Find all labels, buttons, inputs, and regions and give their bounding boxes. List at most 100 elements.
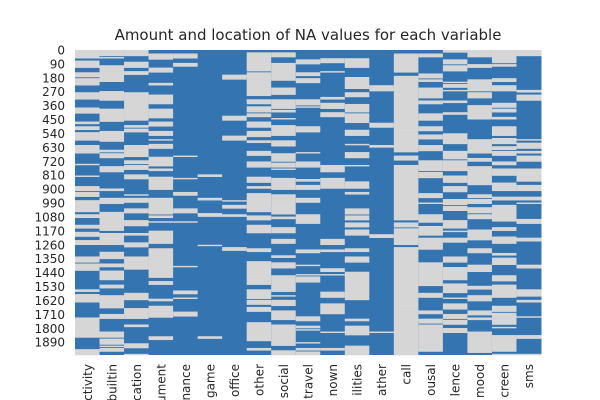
- x-tick-label: travel: [302, 364, 316, 399]
- column-9-present-run: [295, 279, 321, 283]
- column-15-present-run: [442, 133, 468, 140]
- column-14-present-run: [418, 282, 444, 287]
- column-0-present-run: [75, 81, 101, 84]
- column-8-present-run: [271, 330, 297, 337]
- column-13-present-run: [393, 177, 419, 180]
- column-0-present-run: [75, 134, 101, 141]
- column-16-present-run: [467, 142, 493, 146]
- column-13-present-run: [393, 263, 419, 267]
- column-17-present-run: [491, 284, 517, 291]
- column-7-present-run: [246, 333, 272, 341]
- column-15-present-run: [442, 275, 468, 281]
- column-17-present-run: [491, 236, 517, 243]
- column-3-present-run: [148, 183, 174, 190]
- column-11-present-run: [344, 291, 370, 295]
- column-17-present-run: [491, 335, 517, 342]
- column-16-present-run: [467, 331, 493, 336]
- column-7-present-run: [246, 193, 272, 200]
- column-0-present-run: [75, 150, 101, 154]
- column-1-present-run: [99, 153, 125, 159]
- column-13-present-run: [393, 285, 419, 291]
- column-4-present-run: [173, 191, 199, 196]
- column-1-present-run: [99, 303, 125, 309]
- column-16-present-run: [467, 105, 493, 108]
- column-1-present-run: [99, 130, 125, 138]
- x-tick-label: game: [203, 364, 217, 398]
- column-14-present-run: [418, 265, 444, 268]
- column-13-present-run: [393, 149, 419, 153]
- column-1-present-run: [99, 166, 125, 173]
- y-tick-label: 1890: [34, 336, 65, 350]
- column-3-present-run: [148, 259, 174, 263]
- column-4-present-run: [173, 53, 199, 59]
- column-0-present-run: [75, 257, 101, 263]
- column-13-present-run: [393, 155, 419, 161]
- column-2-present-run: [124, 71, 150, 75]
- column-3-present-run: [148, 99, 174, 101]
- column-3-present-run: [148, 305, 174, 312]
- column-7-present-run: [246, 186, 272, 189]
- column-1-present-run: [99, 71, 125, 78]
- column-13-present-run: [393, 271, 419, 277]
- column-13-present-run: [393, 255, 419, 262]
- column-13-present-run: [393, 75, 419, 81]
- column-7-present-run: [246, 218, 272, 221]
- column-1-present-run: [99, 240, 125, 246]
- column-8-present-run: [271, 196, 297, 201]
- column-13-present-run: [393, 168, 419, 170]
- column-2-present-run: [124, 258, 150, 261]
- column-9-present-run: [295, 197, 321, 203]
- column-0-present-run: [75, 121, 101, 125]
- column-15-present-run: [442, 206, 468, 212]
- column-17-present-run: [491, 85, 517, 92]
- column-11-present-run: [344, 285, 370, 292]
- column-3-present-run: [148, 242, 174, 244]
- column-2-present-run: [124, 220, 150, 227]
- column-2-present-run: [124, 168, 150, 170]
- column-8-present-run: [271, 68, 297, 74]
- column-15-present-run: [442, 112, 468, 115]
- column-15-present-run: [442, 288, 468, 294]
- column-2-present-run: [124, 297, 150, 301]
- column-14-present-run: [418, 79, 444, 82]
- column-0-present-run: [75, 186, 101, 192]
- column-3-present-run: [148, 204, 174, 212]
- x-tick-label: ument: [154, 364, 168, 400]
- column-17-present-run: [491, 252, 517, 256]
- column-15-present-run: [442, 328, 468, 334]
- column-10-present-run: [320, 347, 346, 351]
- x-tick-label: builtin: [105, 364, 119, 400]
- column-3-present-run: [148, 132, 174, 136]
- y-tick-label: 810: [42, 169, 65, 183]
- column-11-present-run: [344, 164, 370, 167]
- column-9-present-run: [295, 180, 321, 182]
- column-0-present-run: [75, 240, 101, 246]
- column-9-present-run: [295, 184, 321, 190]
- column-9-present-run: [295, 276, 321, 281]
- column-1-present-run: [99, 65, 125, 72]
- column-14-present-run: [418, 116, 444, 121]
- column-13-present-run: [393, 247, 419, 249]
- column-7-present-run: [246, 324, 272, 330]
- column-18-present-run: [516, 176, 542, 182]
- column-7-present-run: [246, 306, 272, 310]
- column-1-present-run: [99, 257, 125, 260]
- y-tick-label: 1080: [34, 210, 65, 224]
- column-1-present-run: [99, 276, 125, 281]
- column-2-present-run: [124, 353, 150, 356]
- column-0-present-run: [75, 224, 101, 229]
- column-13-present-run: [393, 320, 419, 326]
- column-3-present-run: [148, 114, 174, 118]
- column-11-present-run: [344, 103, 370, 108]
- column-16-present-run: [467, 198, 493, 204]
- column-17-present-run: [491, 318, 517, 325]
- column-14-present-run: [418, 126, 444, 132]
- column-0-present-run: [75, 294, 101, 297]
- column-17-present-run: [491, 216, 517, 222]
- column-17-present-run: [491, 146, 517, 151]
- column-11-present-run: [344, 107, 370, 113]
- column-13-present-run: [393, 303, 419, 309]
- x-tick-labels: ctivity builtin cation ument nance game office…: [81, 364, 536, 400]
- column-14-present-run: [418, 216, 444, 222]
- heatmap-cells: [75, 50, 542, 356]
